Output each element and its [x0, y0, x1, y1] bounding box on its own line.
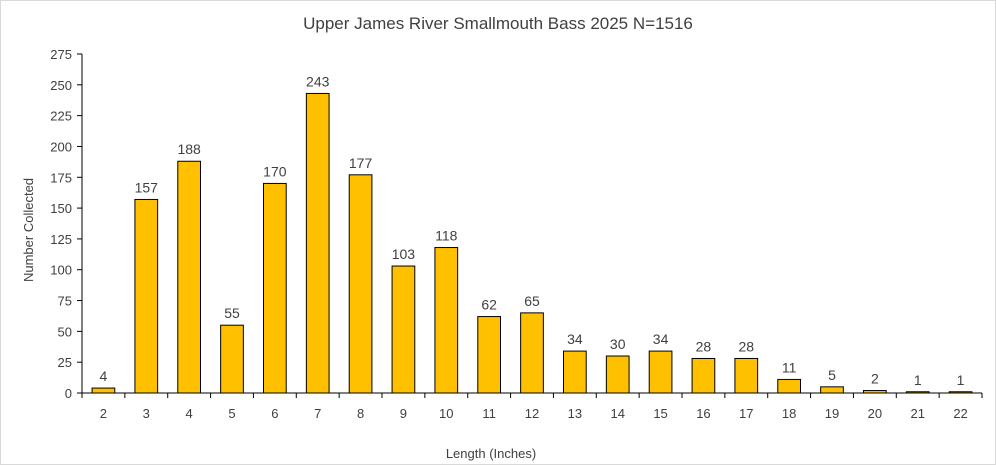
y-tick-label: 250	[50, 78, 72, 93]
x-axis: 2 3 4 5 6 7 8 9 10 11 12 13 14 15 16 17 18 19 20 21 22	[81, 392, 983, 421]
y-tick-label: 0	[65, 386, 72, 401]
bar-18	[777, 378, 801, 394]
data-label-21: 1	[914, 372, 922, 388]
data-label-11: 62	[481, 297, 497, 313]
x-tick-label-7: 7	[314, 406, 321, 421]
x-tick-label-6: 6	[271, 406, 278, 421]
data-label-19: 5	[828, 367, 836, 383]
y-tick-label: 100	[50, 263, 72, 278]
x-tick-label-21: 21	[910, 406, 924, 421]
data-label-6: 170	[263, 163, 287, 179]
x-tick-label-13: 13	[568, 406, 582, 421]
x-axis-title: Length (Inches)	[446, 446, 536, 461]
data-label-17: 28	[738, 338, 754, 354]
data-label-4: 188	[177, 141, 201, 157]
bar-19	[820, 386, 844, 394]
bar-2	[91, 387, 116, 394]
data-label-10: 118	[435, 228, 458, 244]
bar-9	[391, 265, 416, 394]
y-tick-label: 200	[50, 139, 72, 154]
bar-14	[605, 355, 630, 394]
x-tick-label-22: 22	[953, 406, 967, 421]
y-tick-label: 175	[50, 170, 72, 185]
data-label-15: 34	[653, 331, 669, 347]
x-tick-label-16: 16	[696, 406, 710, 421]
bar-10	[434, 247, 459, 394]
y-axis-title: Number Collected	[21, 178, 36, 282]
bar-7	[305, 92, 330, 394]
data-label-9: 103	[392, 246, 416, 262]
bar-12	[520, 312, 544, 394]
x-tick-label-8: 8	[357, 406, 364, 421]
bar-3	[134, 198, 159, 394]
x-tick-label-18: 18	[782, 406, 796, 421]
data-label-7: 243	[306, 73, 330, 89]
bar-8	[348, 174, 373, 394]
y-tick-label: 25	[58, 355, 72, 370]
x-tick-label-11: 11	[482, 406, 496, 421]
x-tick-label-5: 5	[228, 406, 235, 421]
y-tick-label: 225	[50, 109, 72, 124]
x-tick-label-3: 3	[143, 406, 150, 421]
chart-title: Upper James River Smallmouth Bass 2025 N…	[303, 14, 693, 33]
x-tick-label-12: 12	[525, 406, 539, 421]
data-label-18: 11	[782, 359, 797, 375]
x-tick-label-10: 10	[439, 406, 453, 421]
x-tick-label-17: 17	[739, 406, 753, 421]
bar-11	[477, 316, 501, 394]
data-label-13: 34	[567, 331, 583, 347]
bars	[91, 92, 973, 394]
data-label-22: 1	[957, 372, 965, 388]
bar-16	[691, 357, 716, 394]
x-tick-label-14: 14	[610, 406, 624, 421]
bar-13	[563, 350, 587, 394]
bar-5	[220, 324, 244, 394]
x-tick-label-20: 20	[868, 406, 882, 421]
y-tick-label: 275	[50, 47, 72, 62]
data-label-3: 157	[135, 179, 159, 195]
y-tick-label: 50	[58, 324, 72, 339]
y-tick-label: 150	[50, 201, 72, 216]
data-label-14: 30	[610, 336, 626, 352]
x-tick-label-19: 19	[825, 406, 839, 421]
x-tick-label-9: 9	[400, 406, 407, 421]
y-tick-label: 125	[50, 232, 72, 247]
data-label-12: 65	[524, 293, 540, 309]
y-axis: 0 25 50 75 100 125 150 175 200 225 250 275	[50, 47, 83, 401]
x-tick-label-4: 4	[186, 406, 193, 421]
bar-15	[648, 350, 673, 394]
bar-17	[734, 357, 759, 394]
x-tick-label-2: 2	[100, 406, 107, 421]
data-label-5: 55	[224, 305, 240, 321]
bar-4	[177, 160, 202, 394]
data-label-20: 2	[871, 371, 879, 387]
data-label-8: 177	[349, 155, 373, 171]
x-tick-label-15: 15	[653, 406, 667, 421]
bar-6	[263, 182, 287, 394]
data-label-2: 4	[100, 368, 108, 384]
data-label-16: 28	[696, 338, 712, 354]
y-tick-label: 75	[58, 294, 72, 309]
